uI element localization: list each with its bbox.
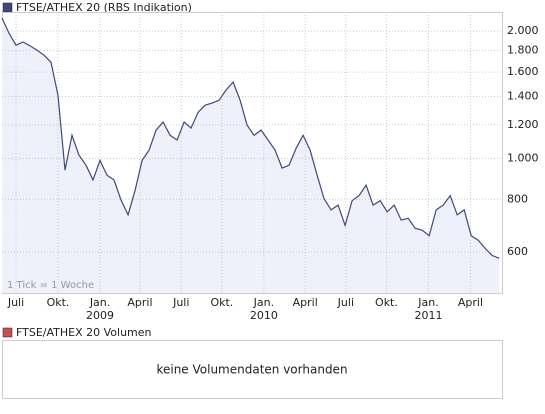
x-tick-label: Okt.	[210, 296, 233, 309]
x-tick-label: April	[127, 296, 152, 309]
y-tick-label: 1.600	[507, 65, 539, 78]
x-tick-label: Juli	[7, 296, 24, 309]
y-tick-label: 600	[507, 245, 528, 258]
volume-message: keine Volumendaten vorhanden	[156, 363, 347, 377]
x-year-label: 2011	[414, 309, 442, 322]
legend-label: FTSE/ATHEX 20 (RBS Indikation)	[16, 1, 192, 14]
volume-panel	[2, 340, 503, 399]
legend-label: FTSE/ATHEX 20 Volumen	[16, 326, 152, 339]
y-tick-label: 2.000	[507, 24, 539, 37]
x-year-label: 2009	[86, 309, 114, 322]
y-tick-label: 800	[507, 192, 528, 205]
x-tick-label: April	[293, 296, 318, 309]
y-tick-label: 1.200	[507, 118, 539, 131]
y-tick-label: 1.800	[507, 43, 539, 56]
x-tick-label: Okt.	[375, 296, 398, 309]
line	[1, 17, 500, 259]
x-year-label: 2010	[250, 309, 278, 322]
x-tick-label: Juli	[172, 296, 189, 309]
x-tick-label: Jan.	[89, 296, 110, 309]
x-tick-label: Jan.	[417, 296, 438, 309]
y-tick-label: 1.400	[507, 90, 539, 103]
x-tick-label: April	[458, 296, 483, 309]
area	[2, 18, 500, 293]
legend-swatch	[2, 2, 13, 13]
x-tick-label: Jan.	[253, 296, 274, 309]
x-tick-label: Juli	[337, 296, 354, 309]
y-tick-label: 1.000	[507, 151, 539, 164]
x-tick-label: Okt.	[47, 296, 70, 309]
legend-swatch	[2, 327, 13, 338]
annotation: 1 Tick = 1 Woche	[7, 280, 94, 291]
